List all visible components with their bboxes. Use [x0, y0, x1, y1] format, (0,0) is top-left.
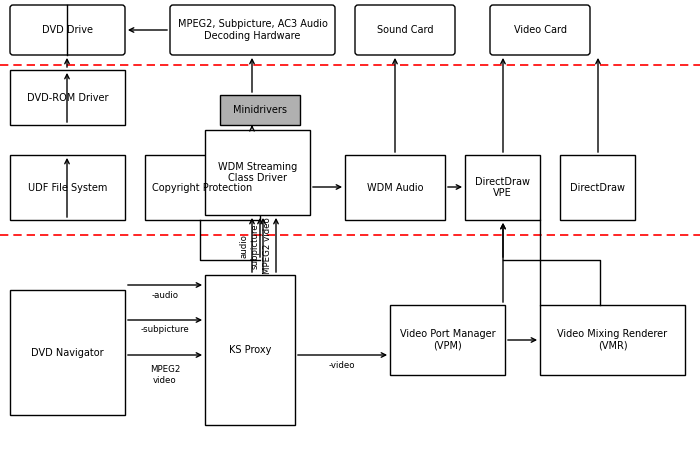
Text: DirectDraw: DirectDraw — [570, 182, 625, 193]
FancyBboxPatch shape — [490, 5, 590, 55]
Bar — [560, 155, 635, 220]
Text: MPEG2, Subpicture, AC3 Audio
Decoding Hardware: MPEG2, Subpicture, AC3 Audio Decoding Ha… — [178, 19, 328, 41]
Text: WDM Streaming
Class Driver: WDM Streaming Class Driver — [218, 162, 297, 183]
Bar — [220, 95, 300, 125]
Text: audio: audio — [239, 234, 248, 258]
Bar — [205, 275, 295, 425]
Text: KS Proxy: KS Proxy — [229, 345, 271, 355]
Text: WDM Audio: WDM Audio — [367, 182, 424, 193]
Bar — [145, 155, 260, 220]
Text: -subpicture: -subpicture — [141, 326, 190, 334]
Bar — [540, 305, 685, 375]
Text: Video Mixing Renderer
(VMR): Video Mixing Renderer (VMR) — [557, 329, 668, 351]
Text: DVD Drive: DVD Drive — [42, 25, 93, 35]
Text: DirectDraw
VPE: DirectDraw VPE — [475, 177, 530, 198]
Text: -video: -video — [329, 360, 355, 370]
Text: UDF File System: UDF File System — [28, 182, 107, 193]
Bar — [465, 155, 540, 220]
Bar — [205, 130, 310, 215]
Text: Copyright Protection: Copyright Protection — [153, 182, 253, 193]
Text: MPEG2 video: MPEG2 video — [263, 218, 272, 274]
Text: Video Card: Video Card — [514, 25, 566, 35]
Text: subpicture: subpicture — [251, 223, 260, 269]
Bar — [10, 290, 125, 415]
Text: DVD-ROM Driver: DVD-ROM Driver — [27, 93, 108, 102]
Bar — [345, 155, 445, 220]
FancyBboxPatch shape — [10, 5, 125, 55]
Bar — [10, 70, 125, 125]
Text: Minidrivers: Minidrivers — [233, 105, 287, 115]
Text: Video Port Manager
(VPM): Video Port Manager (VPM) — [400, 329, 496, 351]
Text: -audio: -audio — [151, 291, 178, 299]
Text: Sound Card: Sound Card — [377, 25, 433, 35]
Text: DVD Navigator: DVD Navigator — [32, 347, 104, 358]
FancyBboxPatch shape — [355, 5, 455, 55]
Text: MPEG2
video: MPEG2 video — [150, 365, 180, 385]
FancyBboxPatch shape — [170, 5, 335, 55]
Bar — [390, 305, 505, 375]
Bar — [10, 155, 125, 220]
